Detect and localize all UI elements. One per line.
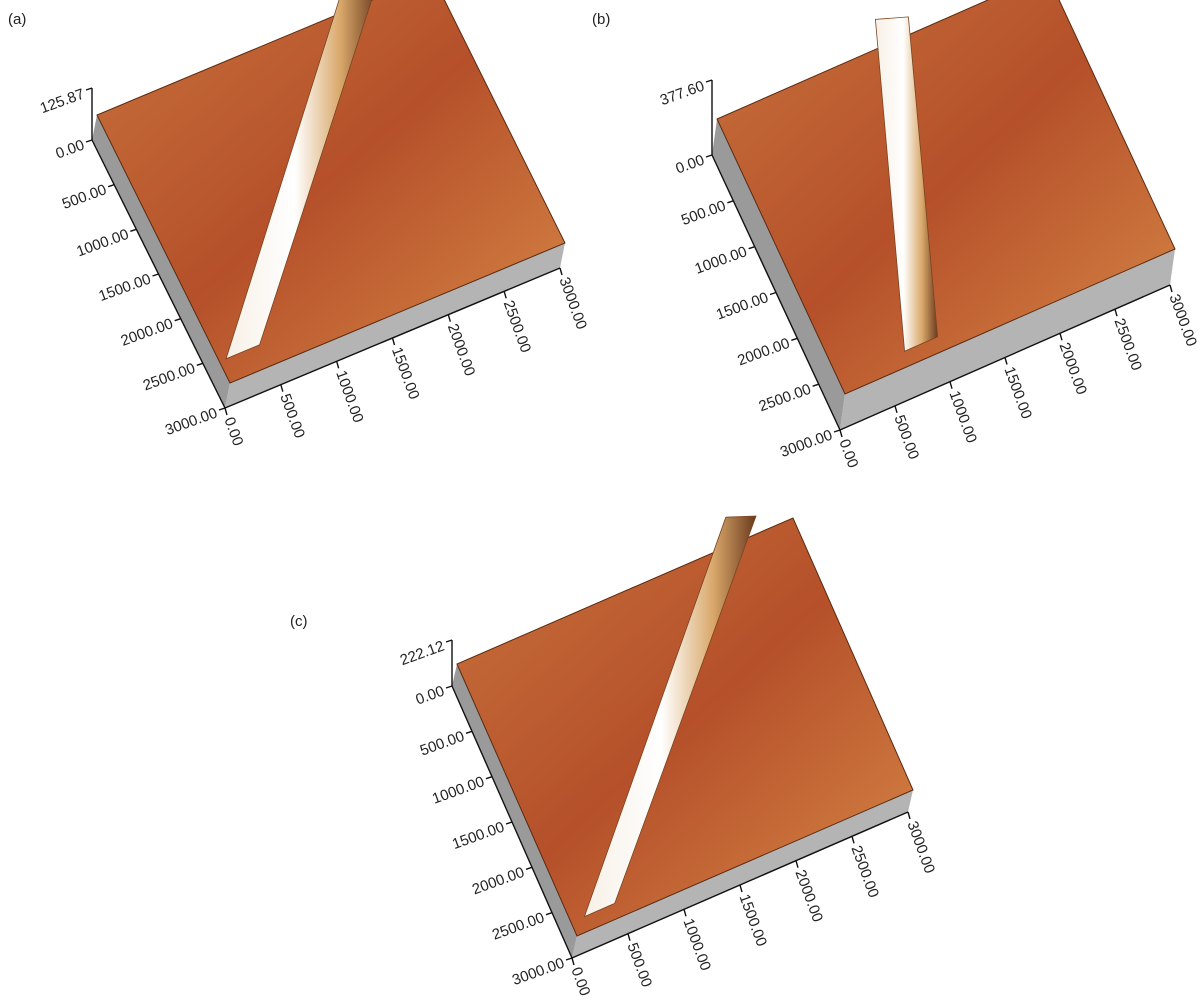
x-tick bbox=[628, 934, 630, 941]
x-tick bbox=[950, 382, 952, 389]
y-tick-label: 3000.00 bbox=[163, 405, 220, 440]
y-tick bbox=[197, 363, 203, 365]
y-tick bbox=[506, 822, 512, 824]
x-tick bbox=[1170, 285, 1172, 292]
x-tick-label: 1000.00 bbox=[680, 916, 715, 973]
y-tick bbox=[770, 293, 776, 295]
x-tick-label: 2000.00 bbox=[792, 868, 827, 925]
x-tick-label: 3000.00 bbox=[904, 819, 939, 876]
y-tick bbox=[153, 274, 159, 276]
x-tick-label: 500.00 bbox=[891, 413, 923, 462]
x-tick-label: 1000.00 bbox=[946, 389, 981, 446]
afm-panel: (b) 377.60 0.00 500.00 1000.00 1500.00 2000.00… bbox=[592, 0, 1200, 470]
y-tick bbox=[86, 140, 92, 142]
panel-label: (b) bbox=[592, 11, 610, 28]
x-tick bbox=[684, 909, 686, 916]
panel-label: (c) bbox=[290, 613, 308, 630]
x-tick bbox=[840, 430, 842, 437]
x-tick bbox=[448, 315, 450, 322]
x-tick bbox=[1005, 358, 1007, 365]
x-tick-label: 3000.00 bbox=[1166, 292, 1201, 349]
z-tick bbox=[86, 88, 92, 90]
x-tick bbox=[281, 385, 283, 392]
surface-top bbox=[457, 518, 913, 936]
y-tick-label: 2000.00 bbox=[119, 315, 176, 350]
y-tick-label: 1000.00 bbox=[693, 243, 750, 278]
y-tick-label: 2500.00 bbox=[490, 909, 547, 944]
y-tick bbox=[727, 201, 733, 203]
y-tick bbox=[175, 319, 181, 321]
x-tick bbox=[393, 338, 395, 345]
x-tick bbox=[852, 836, 854, 843]
y-tick bbox=[813, 384, 819, 386]
x-tick-label: 2500.00 bbox=[848, 843, 883, 900]
y-tick-label: 1500.00 bbox=[714, 289, 771, 324]
y-tick-label: 500.00 bbox=[679, 197, 728, 229]
y-tick bbox=[486, 777, 492, 779]
y-tick-label: 1000.00 bbox=[430, 773, 487, 808]
x-tick bbox=[337, 361, 339, 368]
y-tick-label: 1500.00 bbox=[450, 819, 507, 854]
x-tick-label: 2500.00 bbox=[500, 298, 535, 355]
x-tick bbox=[504, 291, 506, 298]
y-tick-label: 0.00 bbox=[53, 137, 86, 163]
z-max-label: 125.87 bbox=[38, 86, 87, 118]
y-tick bbox=[791, 338, 797, 340]
figure: (a) 125.87 0.00 500.00 1000.00 1500.00 2000.00… bbox=[0, 0, 1202, 1002]
x-tick bbox=[740, 885, 742, 892]
y-tick bbox=[130, 229, 136, 231]
y-tick-label: 500.00 bbox=[418, 728, 467, 760]
x-tick bbox=[560, 268, 562, 275]
y-tick-label: 0.00 bbox=[673, 152, 706, 178]
z-tick bbox=[706, 80, 712, 82]
y-tick-label: 500.00 bbox=[60, 181, 109, 213]
y-tick bbox=[546, 913, 552, 915]
x-tick-label: 2000.00 bbox=[1056, 340, 1091, 397]
y-tick bbox=[749, 247, 755, 249]
afm-panel: (a) 125.87 0.00 500.00 1000.00 1500.00 2000.00… bbox=[8, 0, 590, 448]
y-tick bbox=[219, 408, 225, 410]
y-tick-label: 2000.00 bbox=[470, 864, 527, 899]
z-max-label: 222.12 bbox=[398, 638, 447, 670]
panel-label: (a) bbox=[8, 11, 26, 28]
x-tick-label: 1500.00 bbox=[1001, 364, 1036, 421]
x-tick bbox=[1115, 309, 1117, 316]
y-tick-label: 2500.00 bbox=[757, 381, 814, 416]
x-tick bbox=[572, 958, 574, 965]
x-tick-label: 3000.00 bbox=[556, 275, 591, 332]
x-tick-label: 2000.00 bbox=[444, 322, 479, 379]
y-tick-label: 0.00 bbox=[413, 683, 446, 709]
x-tick-label: 0.00 bbox=[568, 965, 594, 998]
x-tick-label: 0.00 bbox=[836, 437, 862, 470]
z-tick bbox=[446, 640, 452, 642]
y-tick bbox=[706, 155, 712, 157]
x-tick bbox=[908, 812, 910, 819]
y-tick bbox=[526, 867, 532, 869]
y-tick-label: 1500.00 bbox=[96, 271, 153, 306]
y-tick bbox=[446, 686, 452, 688]
y-tick bbox=[566, 958, 572, 960]
x-tick-label: 2500.00 bbox=[1111, 316, 1146, 373]
x-tick-label: 1500.00 bbox=[736, 892, 771, 949]
y-tick bbox=[466, 731, 472, 733]
y-tick-label: 1000.00 bbox=[74, 226, 131, 261]
x-tick-label: 500.00 bbox=[624, 941, 656, 990]
y-tick-label: 3000.00 bbox=[778, 427, 835, 462]
afm-panel: (c) 222.12 0.00 500.00 1000.00 1500.00 2000.00… bbox=[290, 516, 938, 998]
z-max-label: 377.60 bbox=[658, 78, 707, 110]
y-tick-label: 2500.00 bbox=[141, 360, 198, 395]
y-tick-label: 2000.00 bbox=[735, 335, 792, 370]
x-tick-label: 0.00 bbox=[221, 415, 247, 448]
y-tick bbox=[108, 185, 114, 187]
x-tick bbox=[225, 408, 227, 415]
x-tick-label: 1500.00 bbox=[388, 345, 423, 402]
y-tick bbox=[834, 430, 840, 432]
x-tick bbox=[796, 861, 798, 868]
x-tick bbox=[1060, 333, 1062, 340]
x-tick-label: 1000.00 bbox=[332, 368, 367, 425]
x-tick bbox=[895, 406, 897, 413]
y-tick-label: 3000.00 bbox=[510, 955, 567, 990]
x-tick-label: 500.00 bbox=[276, 392, 308, 441]
